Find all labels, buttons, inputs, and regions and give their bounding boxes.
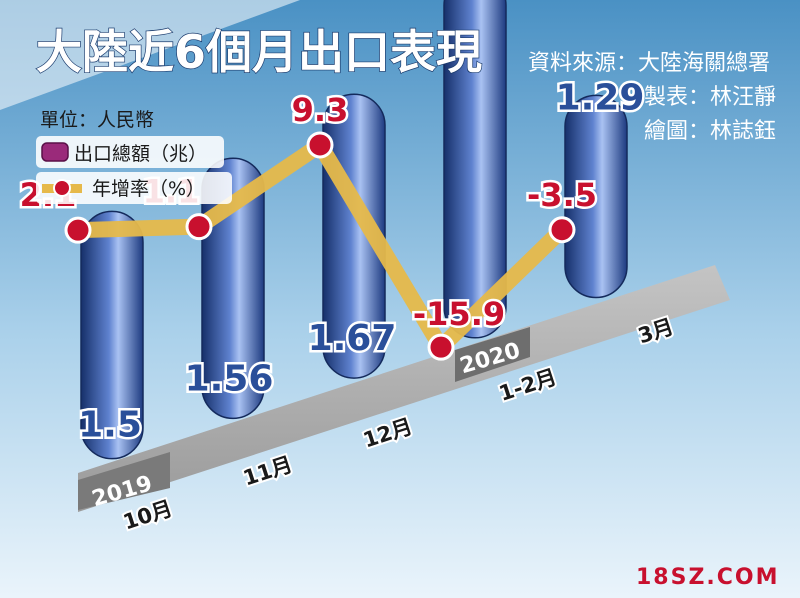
credit-drawn-by: 繪圖：林誌鈺 [644,119,776,144]
rate-value-label-5: -3.5 [527,176,597,214]
legend-bar-label: 出口總額（兆） [74,143,207,165]
rate-marker-5 [548,216,576,244]
credit-table-by: 製表：林汪靜 [644,85,776,110]
rate-marker-2 [185,213,213,241]
legend-unit: 單位：人民幣 [40,109,154,131]
bar-1 [80,210,144,460]
rate-value-label-4: -15.9 [413,295,505,333]
rate-marker-3 [306,131,334,159]
bar-value-label-2: 1.56 [185,358,274,399]
legend-line-label: 年增率（%） [92,178,205,200]
credit-source: 資料來源：大陸海關總署 [528,51,770,76]
legend-line-box [36,172,232,204]
legend-bar-box [36,136,224,168]
bar-value-label-1: 1.5 [78,405,142,446]
watermark: 18SZ.COM [636,565,780,590]
bar-4 [443,0,507,339]
rate-value-label-3: 9.3 [292,91,349,129]
line-layer [64,131,576,361]
rate-marker-4 [427,333,455,361]
axis-floor-band [78,265,730,512]
rate-marker-1 [64,216,92,244]
legend-bar-swatch [41,142,69,162]
bar-value-label-3: 1.67 [308,318,397,359]
year-tag-2020 [455,327,530,382]
legend-line-marker [53,179,71,197]
year-tag-2019 [78,452,170,510]
white-edge-decoration [0,0,300,110]
bar-value-label-5: 1.29 [556,77,645,118]
legend: 單位：人民幣 出口總額（兆） 年增率（%） [36,109,232,204]
bar-5 [564,94,628,299]
chart-title: 大陸近6個月出口表現 [36,25,482,79]
credits-block: 資料來源：大陸海關總署 製表：林汪靜 繪圖：林誌鈺 [528,51,776,144]
